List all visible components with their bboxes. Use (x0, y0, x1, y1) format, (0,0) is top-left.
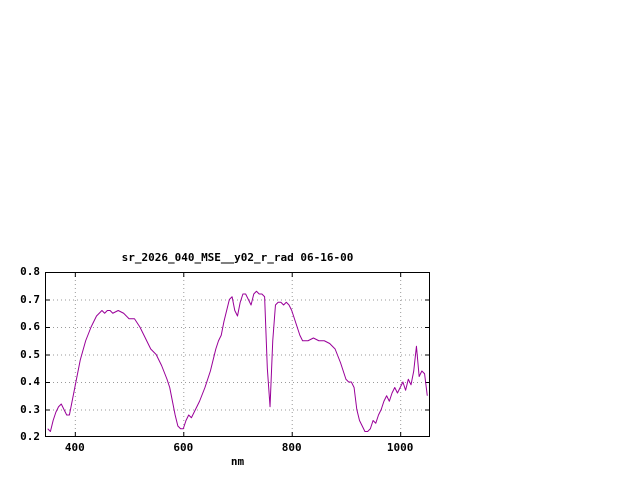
x-tick-label: 400 (64, 441, 85, 454)
y-tick-label: 0.6 (20, 320, 40, 333)
chart-title: sr_2026_040_MSE__y02_r_rad 06-16-00 (121, 251, 354, 264)
y-tick-label: 0.8 (20, 265, 40, 278)
plot-area (45, 272, 430, 437)
y-tick-label: 0.4 (20, 375, 40, 388)
x-tick-label: 1000 (386, 441, 414, 454)
x-axis-label: nm (230, 455, 245, 468)
y-tick-label: 0.7 (20, 292, 40, 306)
x-tick-label: 800 (281, 441, 302, 454)
plot-border (45, 272, 430, 437)
data-series-line (47, 290, 428, 432)
y-tick-label: 0.2 (20, 430, 40, 443)
y-tick-label: 0.3 (20, 402, 40, 416)
y-tick-label: 0.5 (20, 347, 40, 361)
x-tick-label: 600 (173, 441, 194, 454)
